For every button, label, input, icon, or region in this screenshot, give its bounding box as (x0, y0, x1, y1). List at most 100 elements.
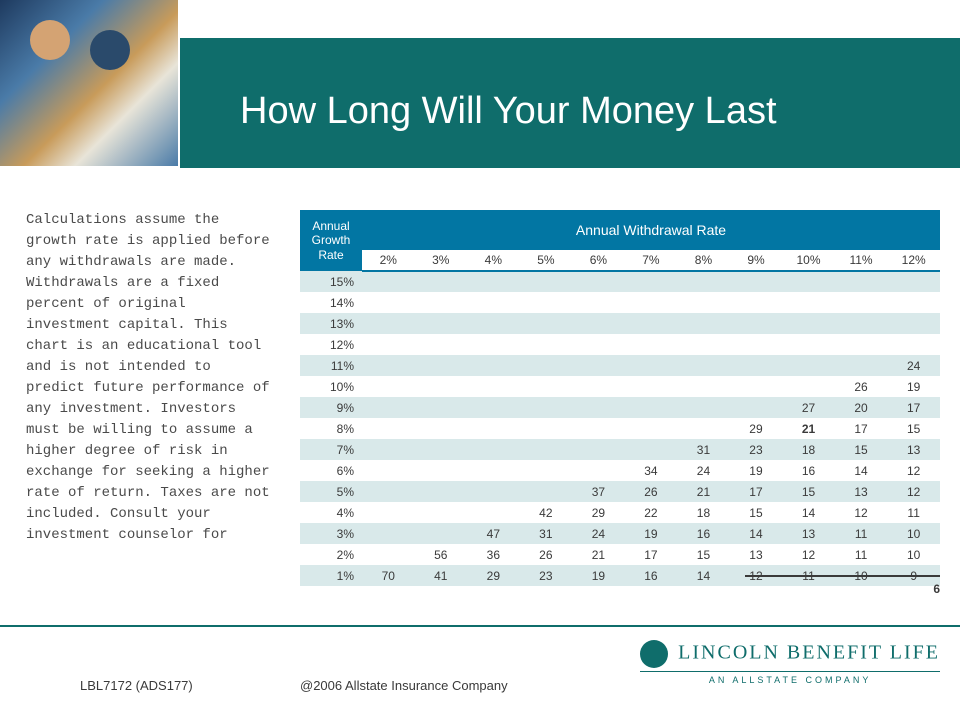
logo-main-text: LINCOLN BENEFIT LIFE (640, 640, 940, 668)
table-cell (730, 292, 783, 313)
table-cell: 70 (362, 565, 415, 586)
table-cell (887, 292, 940, 313)
table-cell (572, 355, 625, 376)
table-row-header: 5% (300, 481, 362, 502)
table-row: 9%272017 (300, 397, 940, 418)
table-cell (625, 292, 678, 313)
table-cell: 14 (677, 565, 730, 586)
table-row-header: 10% (300, 376, 362, 397)
table-cell: 19 (625, 523, 678, 544)
table-cell (572, 460, 625, 481)
table-cell (415, 334, 468, 355)
table-cell: 19 (730, 460, 783, 481)
table-cell (677, 355, 730, 376)
table-cell: 24 (677, 460, 730, 481)
table-cell (625, 355, 678, 376)
table-row-header: 14% (300, 292, 362, 313)
table-row-header: 1% (300, 565, 362, 586)
table-col-header: 6% (572, 250, 625, 271)
table-cell (677, 376, 730, 397)
table-cell (415, 355, 468, 376)
table-cell: 21 (572, 544, 625, 565)
table-cell: 34 (625, 460, 678, 481)
table-col-header: 8% (677, 250, 730, 271)
table-cell: 15 (677, 544, 730, 565)
table-cell (520, 460, 573, 481)
table-row: 7%3123181513 (300, 439, 940, 460)
table-cell (730, 271, 783, 292)
logo-divider (640, 671, 940, 672)
table-cell (887, 334, 940, 355)
table-cell: 14 (782, 502, 835, 523)
table-col-header: 12% (887, 250, 940, 271)
table-cell: 26 (520, 544, 573, 565)
table-cell: 12 (887, 460, 940, 481)
table-col-header: 5% (520, 250, 573, 271)
table-cell (677, 418, 730, 439)
table-cell (467, 292, 520, 313)
table-row-header: 12% (300, 334, 362, 355)
table-cell (467, 481, 520, 502)
table-cell (887, 271, 940, 292)
disclaimer-text: Calculations assume the growth rate is a… (26, 210, 276, 546)
table-cell: 24 (572, 523, 625, 544)
page-number: 6 (933, 582, 940, 596)
table-cell: 36 (467, 544, 520, 565)
table-cell (415, 523, 468, 544)
table-cell: 17 (625, 544, 678, 565)
table-cell: 12 (782, 544, 835, 565)
table-cell (782, 355, 835, 376)
table-cell (572, 418, 625, 439)
table-cell: 41 (415, 565, 468, 586)
table-cell (415, 376, 468, 397)
table-cell (835, 334, 888, 355)
table-cell (625, 313, 678, 334)
table-row-header: 2% (300, 544, 362, 565)
table-cell: 14 (835, 460, 888, 481)
table-row-header: 8% (300, 418, 362, 439)
table-corner-header: AnnualGrowthRate (300, 210, 362, 271)
table-cell (362, 544, 415, 565)
table-cell (835, 271, 888, 292)
withdrawal-table: AnnualGrowthRateAnnual Withdrawal Rate2%… (300, 210, 940, 586)
table-cell (415, 460, 468, 481)
table-cell: 14 (730, 523, 783, 544)
logo-sub-text: AN ALLSTATE COMPANY (640, 675, 940, 685)
table-row-header: 4% (300, 502, 362, 523)
table-cell: 22 (625, 502, 678, 523)
table-cell: 21 (677, 481, 730, 502)
table-cell (572, 313, 625, 334)
footer-divider (0, 625, 960, 627)
table-cell (625, 376, 678, 397)
table-col-header: 11% (835, 250, 888, 271)
table-cell (362, 271, 415, 292)
table-cell (835, 313, 888, 334)
table-cell: 29 (467, 565, 520, 586)
table-cell: 29 (572, 502, 625, 523)
table-cell (520, 481, 573, 502)
table-col-header: 2% (362, 250, 415, 271)
table-cell (677, 292, 730, 313)
table-row: 5%37262117151312 (300, 481, 940, 502)
table-cell: 21 (782, 418, 835, 439)
table-cell (362, 523, 415, 544)
table-cell (782, 271, 835, 292)
table-cell (362, 439, 415, 460)
table-row: 10%2619 (300, 376, 940, 397)
table-cell (520, 334, 573, 355)
table-cell (362, 502, 415, 523)
table-cell (782, 292, 835, 313)
table-row: 14% (300, 292, 940, 313)
table-col-header: 10% (782, 250, 835, 271)
table-cell (362, 313, 415, 334)
table-cell: 15 (782, 481, 835, 502)
table-cell: 17 (730, 481, 783, 502)
table-cell (782, 313, 835, 334)
withdrawal-table-wrap: AnnualGrowthRateAnnual Withdrawal Rate2%… (300, 210, 940, 586)
table-cell (415, 439, 468, 460)
table-cell: 17 (835, 418, 888, 439)
table-cell (572, 334, 625, 355)
table-cell (520, 397, 573, 418)
table-cell (415, 418, 468, 439)
page-title: How Long Will Your Money Last (240, 90, 777, 133)
